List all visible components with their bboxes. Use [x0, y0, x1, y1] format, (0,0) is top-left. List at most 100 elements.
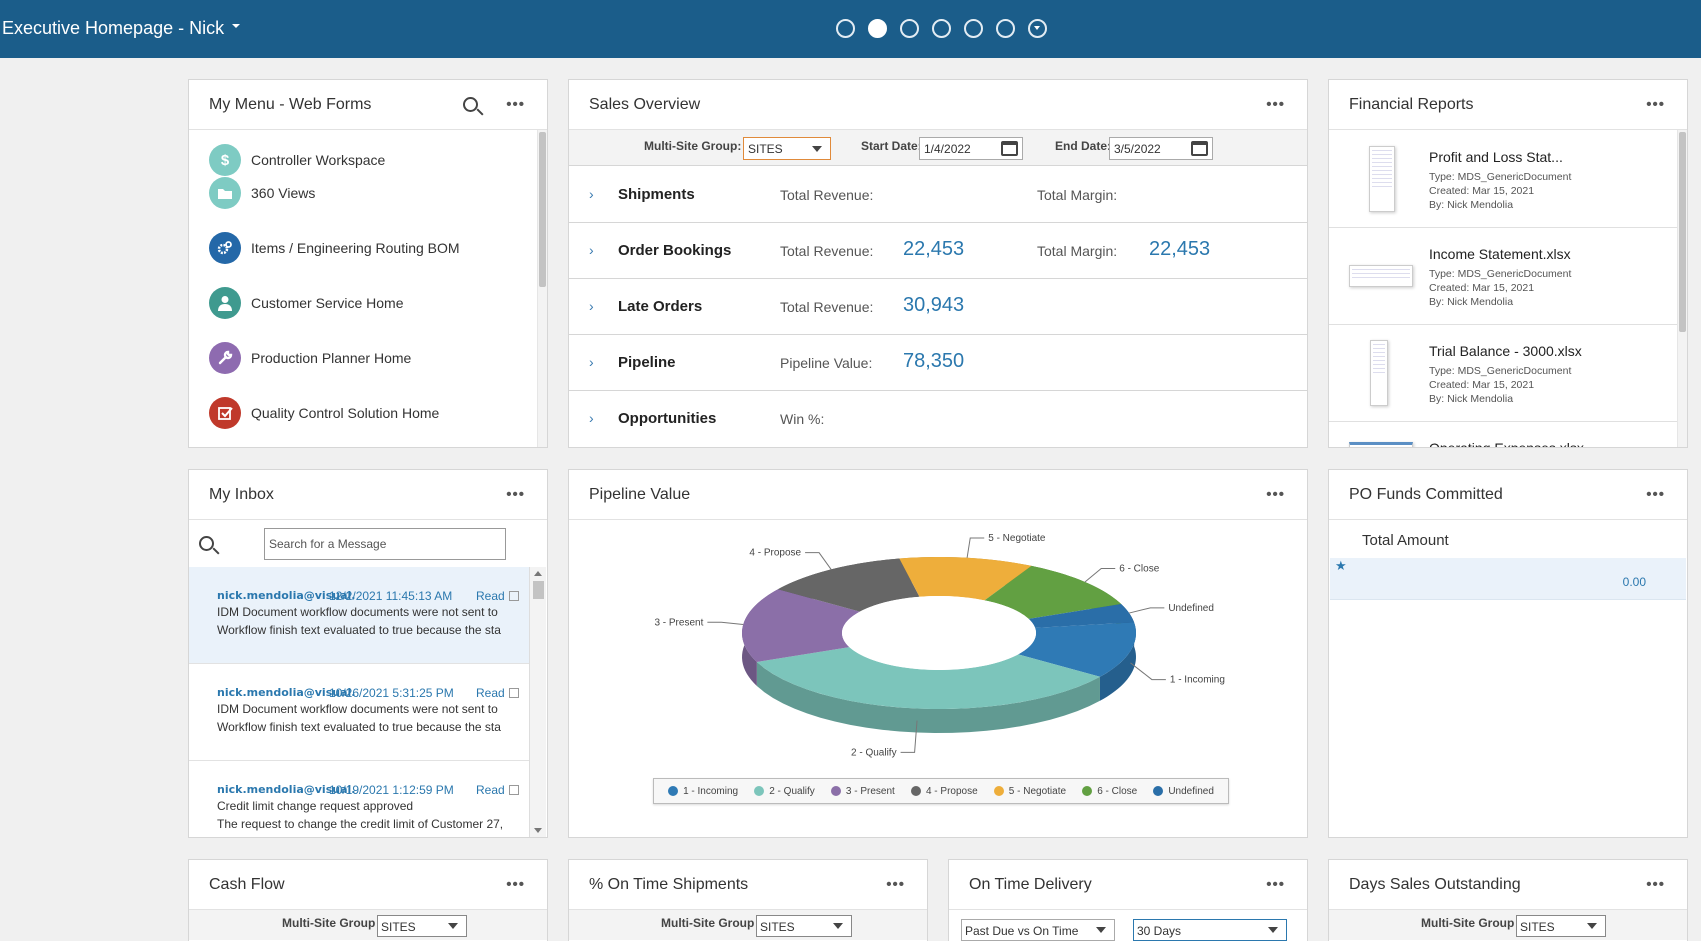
message-checkbox[interactable]	[509, 591, 519, 601]
comparison-select[interactable]: Past Due vs On Time	[961, 919, 1115, 941]
page-dot-2[interactable]	[868, 19, 887, 38]
calendar-icon[interactable]	[1191, 141, 1208, 156]
report-title[interactable]: Profit and Loss Stat...	[1429, 149, 1563, 165]
page-dot-5[interactable]	[964, 19, 983, 38]
chevron-right-icon[interactable]: ›	[589, 354, 594, 370]
report-item[interactable]: Trial Balance - 3000.xlsx Type: MDS_Gene…	[1329, 325, 1677, 422]
donut-slice-2-qualify[interactable]	[756, 647, 1100, 709]
message-preview: Workflow finish text evaluated to true b…	[217, 623, 501, 637]
more-options-icon[interactable]	[1646, 486, 1665, 503]
scroll-down-icon[interactable]	[534, 828, 542, 833]
sales-row-opportunities[interactable]: › Opportunities Win %:	[569, 391, 1307, 447]
menu-item-production-planner[interactable]: Production Planner Home	[209, 342, 411, 374]
chevron-right-icon[interactable]: ›	[589, 242, 594, 258]
message-item[interactable]: nick.mendolia@visual. 10/26/2021 5:31:25…	[189, 664, 529, 761]
legend-item[interactable]: 1 - Incoming	[668, 786, 738, 797]
report-item[interactable]: Operating Expenses.xlsx	[1329, 422, 1677, 448]
chart-legend: 1 - Incoming 2 - Qualify 3 - Present 4 - Pr…	[653, 778, 1229, 804]
period-select[interactable]: 30 Days	[1133, 919, 1287, 941]
report-item[interactable]: Profit and Loss Stat... Type: MDS_Generi…	[1329, 131, 1677, 228]
end-date-input[interactable]: 3/5/2022	[1109, 137, 1213, 160]
donut-slice-1-incoming[interactable]	[1018, 622, 1136, 677]
row-name: Order Bookings	[618, 242, 732, 259]
page-menu-dot[interactable]	[1028, 19, 1047, 38]
table-row[interactable]: ★ 0.00	[1330, 558, 1686, 600]
reports-scrollbar[interactable]	[1677, 130, 1687, 447]
page-dot-6[interactable]	[996, 19, 1015, 38]
row-label: Total Revenue:	[780, 243, 874, 259]
legend-item[interactable]: 2 - Qualify	[754, 786, 815, 797]
report-title[interactable]: Income Statement.xlsx	[1429, 246, 1571, 262]
donut-slice-undefined[interactable]	[1028, 604, 1135, 628]
more-options-icon[interactable]	[506, 876, 525, 893]
menu-item-quality-control[interactable]: Quality Control Solution Home	[209, 397, 439, 429]
multi-site-group-select[interactable]: SITES	[743, 137, 831, 160]
more-options-icon[interactable]	[1266, 876, 1285, 893]
legend-item[interactable]: 6 - Close	[1082, 786, 1137, 797]
label-leader-line	[1084, 568, 1116, 583]
legend-label: 2 - Qualify	[769, 785, 815, 797]
calendar-icon[interactable]	[1001, 141, 1018, 156]
more-options-icon[interactable]	[1266, 486, 1285, 503]
message-item[interactable]: nick.mendolia@visual. 12/2/2021 11:45:13…	[189, 567, 529, 664]
message-search-input[interactable]: Search for a Message	[264, 528, 506, 560]
search-icon[interactable]	[463, 97, 478, 112]
message-checkbox[interactable]	[509, 785, 519, 795]
donut-slice-3-present[interactable]	[742, 589, 860, 662]
more-options-icon[interactable]	[506, 96, 525, 113]
legend-item[interactable]: 4 - Propose	[910, 786, 978, 797]
more-options-icon[interactable]	[1646, 876, 1665, 893]
donut-slice-5-negotiate[interactable]	[899, 557, 1032, 601]
menu-item-controller-workspace[interactable]: $ Controller Workspace	[209, 144, 385, 176]
row-label: Total Margin:	[1037, 187, 1118, 203]
report-title[interactable]: Trial Balance - 3000.xlsx	[1429, 343, 1582, 359]
sales-row-shipments[interactable]: › Shipments Total Revenue: Total Margin:	[569, 167, 1307, 223]
more-options-icon[interactable]	[506, 486, 525, 503]
report-title[interactable]: Operating Expenses.xlsx	[1429, 440, 1584, 448]
multi-site-group-select[interactable]: SITES	[756, 915, 852, 937]
more-options-icon[interactable]	[1646, 96, 1665, 113]
menu-scrollbar[interactable]	[537, 130, 547, 447]
message-checkbox[interactable]	[509, 688, 519, 698]
chevron-right-icon[interactable]: ›	[589, 298, 594, 314]
page-dot-1[interactable]	[836, 19, 855, 38]
page-dot-3[interactable]	[900, 19, 919, 38]
star-icon: ★	[1335, 558, 1347, 573]
multi-site-group-select[interactable]: SITES	[377, 915, 467, 937]
menu-item-customer-service[interactable]: Customer Service Home	[209, 287, 404, 319]
sales-row-pipeline[interactable]: › Pipeline Pipeline Value: 78,350	[569, 335, 1307, 391]
more-options-icon[interactable]	[1266, 96, 1285, 113]
homepage-selector[interactable]: Executive Homepage - Nick	[2, 18, 241, 39]
pie-slice-icon	[1082, 786, 1093, 796]
scroll-thumb[interactable]	[1679, 132, 1686, 332]
chevron-right-icon[interactable]: ›	[589, 410, 594, 426]
filter-bar: Past Due vs On Time 30 Days	[949, 910, 1307, 941]
menu-item-360-views[interactable]: 360 Views	[209, 177, 315, 209]
donut-hole	[842, 596, 1036, 670]
scroll-thumb[interactable]	[539, 132, 546, 287]
page-dot-4[interactable]	[932, 19, 951, 38]
row-name: Late Orders	[618, 298, 703, 315]
sales-row-late-orders[interactable]: › Late Orders Total Revenue: 30,943	[569, 279, 1307, 335]
message-item[interactable]: nick.mendolia@visual. 10/19/2021 1:12:59…	[189, 761, 529, 837]
panel-title: Financial Reports	[1349, 96, 1474, 113]
report-item[interactable]: Income Statement.xlsx Type: MDS_GenericD…	[1329, 228, 1677, 325]
chevron-right-icon[interactable]: ›	[589, 186, 594, 202]
legend-item[interactable]: Undefined	[1153, 786, 1214, 797]
gears-icon	[209, 232, 241, 264]
donut-slice-6-close[interactable]	[984, 565, 1122, 619]
more-options-icon[interactable]	[886, 876, 905, 893]
scroll-thumb[interactable]	[533, 581, 544, 599]
menu-item-items-engineering[interactable]: Items / Engineering Routing BOM	[209, 232, 460, 264]
multi-site-group-select[interactable]: SITES	[1516, 915, 1606, 937]
sales-row-order-bookings[interactable]: › Order Bookings Total Revenue: 22,453 T…	[569, 223, 1307, 279]
inbox-scrollbar[interactable]	[529, 567, 546, 837]
label-leader-line	[805, 552, 832, 570]
scroll-up-icon[interactable]	[534, 571, 542, 576]
donut-slice-4-propose[interactable]	[778, 558, 920, 612]
multi-site-group-label: Multi-Site Group	[282, 916, 376, 930]
legend-item[interactable]: 5 - Negotiate	[993, 786, 1066, 797]
legend-item[interactable]: 3 - Present	[830, 786, 895, 797]
start-date-input[interactable]: 1/4/2022	[919, 137, 1023, 160]
slice-label: 5 - Negotiate	[988, 533, 1046, 544]
